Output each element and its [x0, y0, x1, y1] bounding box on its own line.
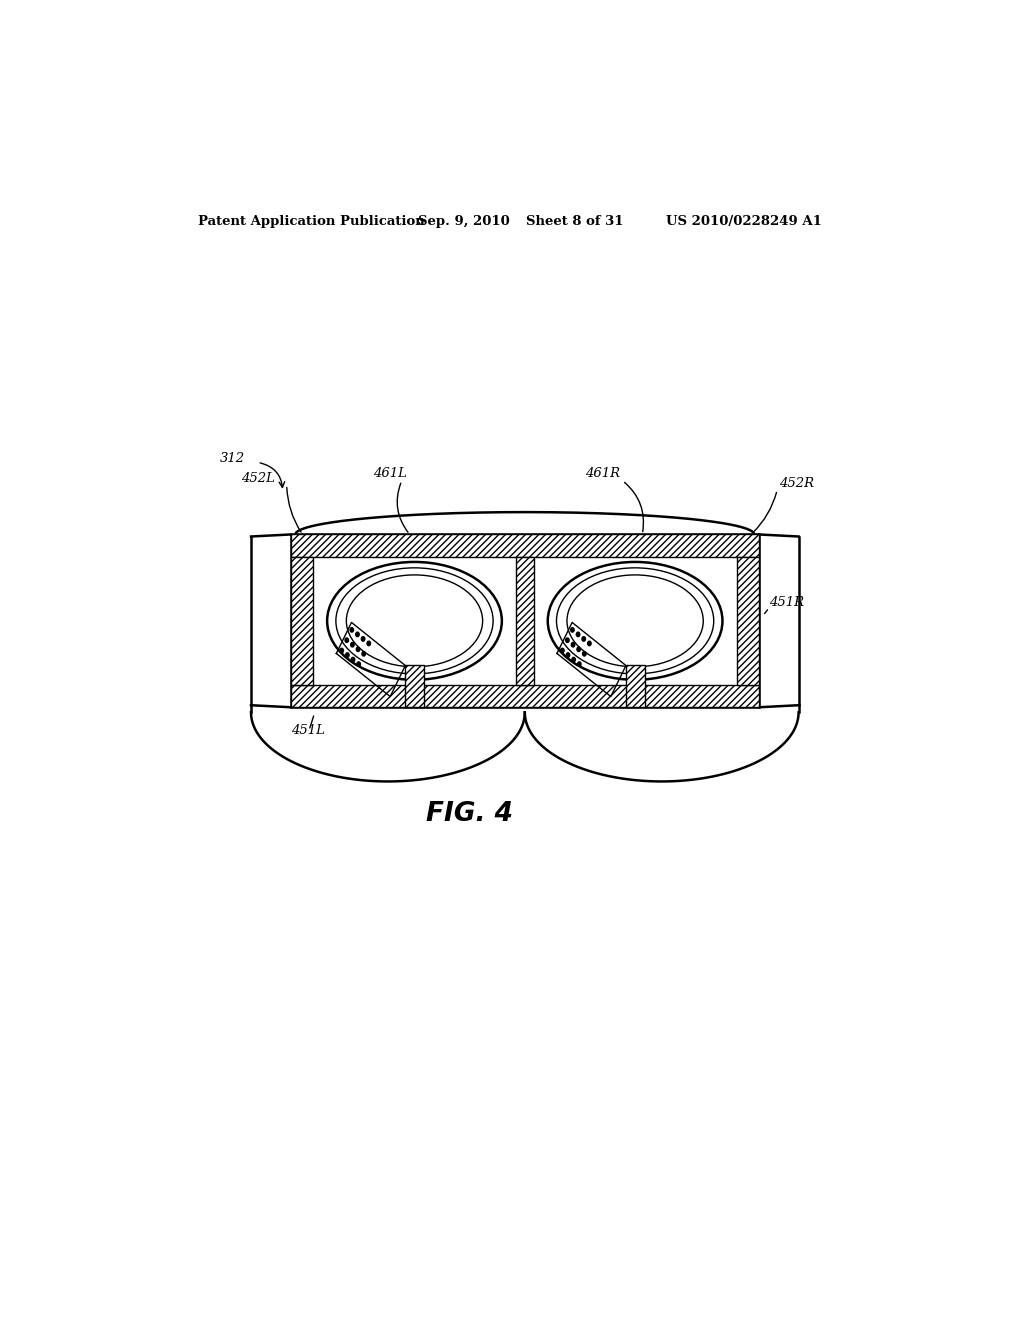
- Circle shape: [367, 642, 371, 645]
- Text: 452L: 452L: [241, 471, 274, 484]
- Bar: [291, 535, 759, 708]
- Text: 451R: 451R: [769, 595, 805, 609]
- Circle shape: [560, 648, 564, 653]
- Circle shape: [578, 661, 581, 667]
- Bar: [516, 557, 534, 685]
- Circle shape: [361, 636, 365, 642]
- Circle shape: [346, 653, 349, 657]
- Text: Patent Application Publication: Patent Application Publication: [198, 215, 425, 228]
- Circle shape: [583, 652, 586, 656]
- Ellipse shape: [567, 576, 703, 667]
- Circle shape: [351, 657, 354, 661]
- Bar: [291, 535, 759, 557]
- Circle shape: [355, 632, 359, 636]
- Text: 451L: 451L: [291, 723, 325, 737]
- Text: 461L: 461L: [373, 466, 407, 479]
- Text: FIG. 4: FIG. 4: [426, 801, 513, 826]
- Ellipse shape: [346, 576, 482, 667]
- Circle shape: [565, 638, 569, 643]
- Bar: [404, 664, 424, 708]
- Text: Sheet 8 of 31: Sheet 8 of 31: [526, 215, 624, 228]
- Text: 461R: 461R: [585, 466, 621, 479]
- Circle shape: [345, 638, 348, 643]
- Bar: [736, 557, 759, 685]
- Circle shape: [588, 642, 591, 645]
- Circle shape: [356, 647, 359, 652]
- Circle shape: [566, 653, 569, 657]
- Circle shape: [570, 627, 574, 632]
- Circle shape: [577, 632, 580, 636]
- Circle shape: [361, 652, 366, 656]
- Circle shape: [571, 657, 575, 661]
- Text: Sep. 9, 2010: Sep. 9, 2010: [418, 215, 509, 228]
- Text: 312: 312: [220, 451, 246, 465]
- Circle shape: [340, 648, 343, 653]
- Circle shape: [577, 647, 581, 652]
- Bar: [291, 557, 313, 685]
- Text: 452R: 452R: [778, 477, 814, 490]
- Bar: [291, 685, 759, 708]
- Circle shape: [582, 636, 586, 642]
- Text: US 2010/0228249 A1: US 2010/0228249 A1: [666, 215, 822, 228]
- Circle shape: [350, 627, 353, 632]
- Bar: [626, 664, 645, 708]
- Circle shape: [357, 661, 360, 667]
- Circle shape: [350, 643, 354, 647]
- Circle shape: [571, 643, 574, 647]
- Text: 450L: 450L: [436, 631, 471, 644]
- Text: 450R: 450R: [655, 631, 690, 644]
